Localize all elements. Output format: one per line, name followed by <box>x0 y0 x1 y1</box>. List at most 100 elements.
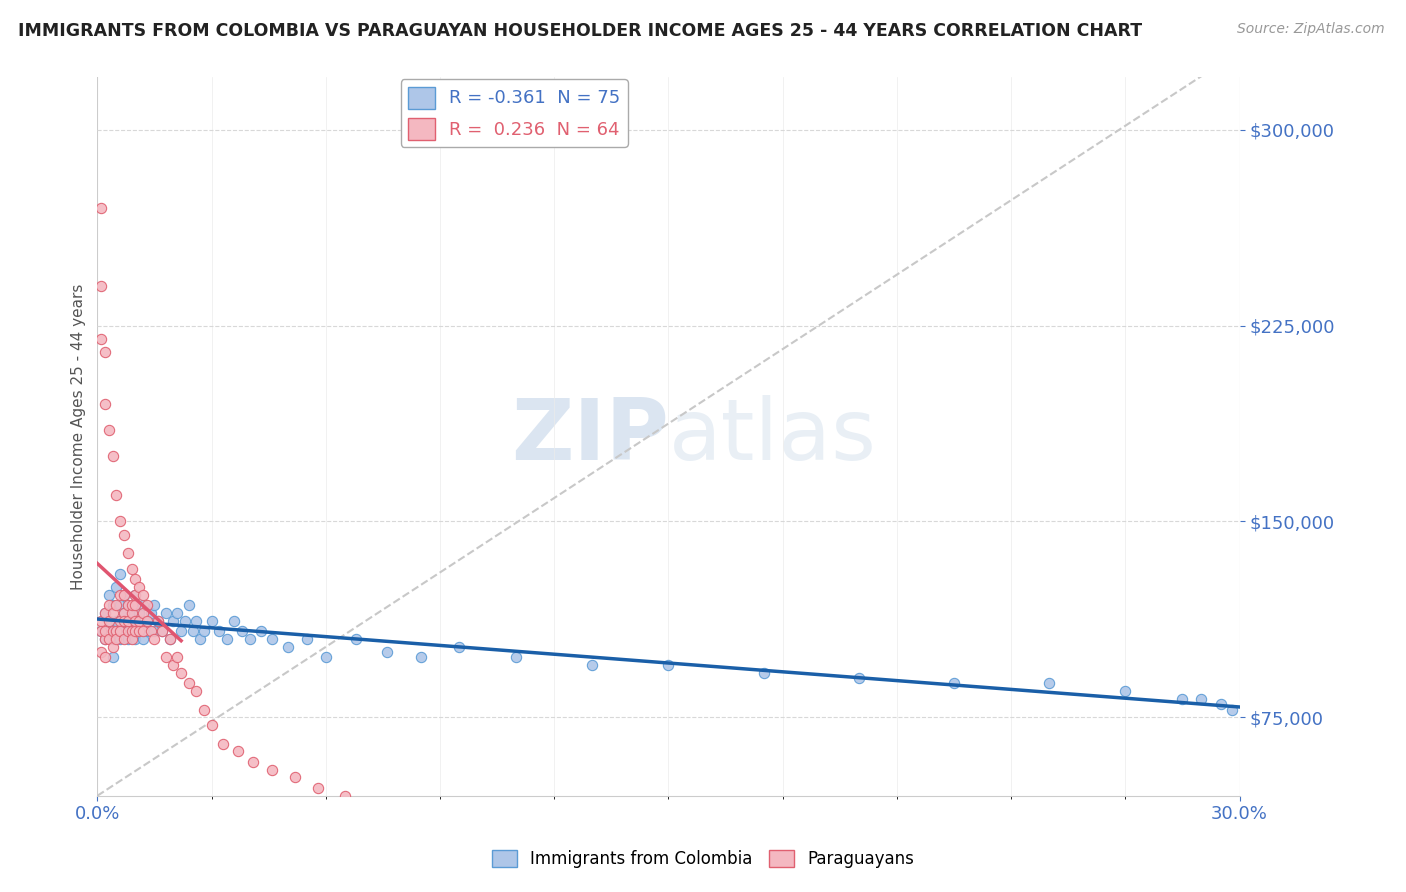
Point <box>239 632 262 646</box>
Point <box>105 580 128 594</box>
Point <box>262 632 284 646</box>
Point <box>170 665 193 680</box>
Point <box>108 598 131 612</box>
Point <box>135 614 157 628</box>
Point <box>1209 698 1232 712</box>
Point <box>108 588 131 602</box>
Point <box>94 606 117 620</box>
Point <box>344 632 367 646</box>
Point <box>1191 692 1213 706</box>
Point <box>128 606 150 620</box>
Point <box>159 632 181 646</box>
Point <box>90 332 112 346</box>
Point <box>112 624 135 639</box>
Point <box>94 606 117 620</box>
Point <box>139 606 162 620</box>
Point <box>101 632 124 646</box>
Point <box>200 718 222 732</box>
Point <box>132 598 155 612</box>
Point <box>284 771 307 785</box>
Point <box>117 624 139 639</box>
Point <box>97 423 120 437</box>
Point <box>97 624 120 639</box>
Point <box>177 676 200 690</box>
Point <box>90 645 112 659</box>
Point <box>159 632 181 646</box>
Point <box>364 797 387 811</box>
Point <box>162 614 184 628</box>
Point <box>208 624 231 639</box>
Point <box>94 632 117 646</box>
Point <box>295 632 318 646</box>
Point <box>148 614 170 628</box>
Point <box>101 624 124 639</box>
Point <box>112 614 135 628</box>
Point <box>112 588 135 602</box>
Point <box>135 614 157 628</box>
Point <box>848 671 870 685</box>
Point <box>752 665 775 680</box>
Point <box>94 344 117 359</box>
Point <box>155 650 177 665</box>
Point <box>105 614 128 628</box>
Point <box>97 614 120 628</box>
Point <box>143 598 166 612</box>
Point <box>90 624 112 639</box>
Point <box>101 606 124 620</box>
Point <box>112 606 135 620</box>
Point <box>90 624 112 639</box>
Point <box>478 814 501 829</box>
Point <box>181 624 204 639</box>
Point <box>124 632 146 646</box>
Point <box>121 624 143 639</box>
Point <box>398 802 420 816</box>
Point <box>94 397 117 411</box>
Point <box>112 527 135 541</box>
Point <box>108 515 131 529</box>
Point <box>124 614 146 628</box>
Point <box>409 650 432 665</box>
Point <box>135 598 157 612</box>
Point <box>132 624 155 639</box>
Point <box>262 763 284 777</box>
Point <box>117 546 139 560</box>
Point <box>277 640 299 654</box>
Point <box>105 624 128 639</box>
Point <box>162 658 184 673</box>
Legend: R = -0.361  N = 75, R =  0.236  N = 64: R = -0.361 N = 75, R = 0.236 N = 64 <box>401 79 628 147</box>
Point <box>139 624 162 639</box>
Point <box>112 632 135 646</box>
Point <box>333 789 356 803</box>
Point <box>212 737 235 751</box>
Point <box>108 624 131 639</box>
Point <box>121 598 143 612</box>
Point <box>315 650 337 665</box>
Point <box>188 632 211 646</box>
Point <box>177 598 200 612</box>
Point <box>101 598 124 612</box>
Point <box>186 684 208 698</box>
Point <box>215 632 238 646</box>
Point <box>101 640 124 654</box>
Point <box>150 624 173 639</box>
Point <box>150 624 173 639</box>
Point <box>505 650 527 665</box>
Point <box>121 606 143 620</box>
Point <box>108 566 131 581</box>
Point <box>124 614 146 628</box>
Point <box>124 598 146 612</box>
Point <box>121 624 143 639</box>
Point <box>94 632 117 646</box>
Point <box>105 488 128 502</box>
Point <box>132 588 155 602</box>
Point <box>97 614 120 628</box>
Point <box>128 624 150 639</box>
Point <box>94 624 117 639</box>
Point <box>124 624 146 639</box>
Point <box>242 755 264 769</box>
Point <box>224 614 246 628</box>
Point <box>132 606 155 620</box>
Point <box>108 614 131 628</box>
Point <box>128 580 150 594</box>
Point <box>193 702 215 716</box>
